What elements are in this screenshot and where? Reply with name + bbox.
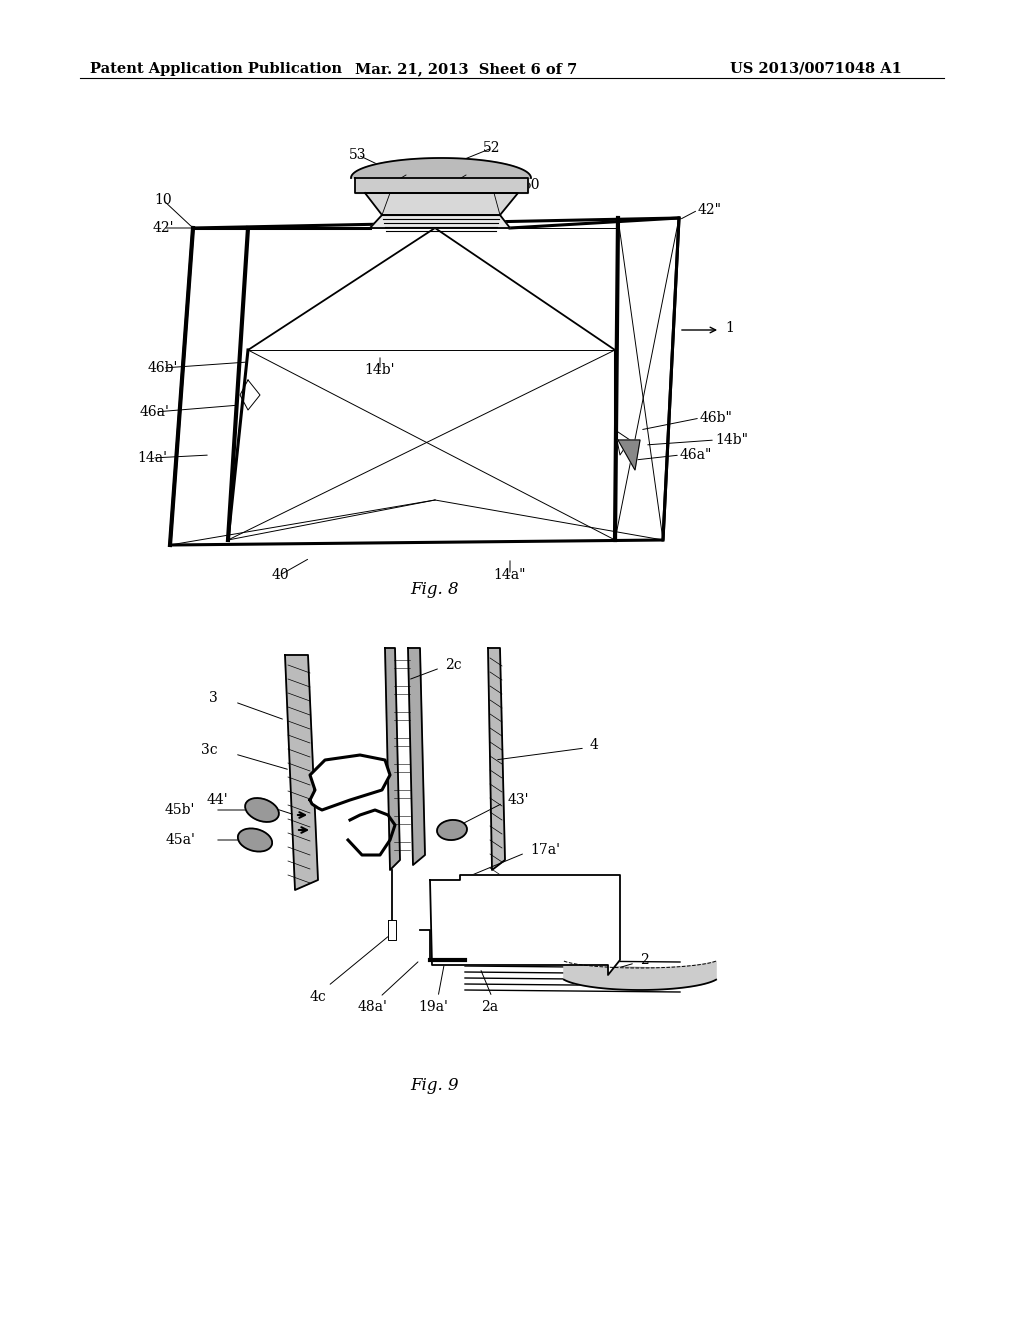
Text: 14b': 14b' <box>365 363 395 378</box>
Polygon shape <box>351 158 531 178</box>
Text: 45a': 45a' <box>165 833 195 847</box>
Text: 14a": 14a" <box>494 568 526 582</box>
Text: 2: 2 <box>640 953 649 968</box>
Text: 43': 43' <box>508 793 529 807</box>
Polygon shape <box>365 193 518 215</box>
Polygon shape <box>355 178 528 193</box>
Text: 14b": 14b" <box>715 433 748 447</box>
Text: 40: 40 <box>271 568 289 582</box>
Text: 46a": 46a" <box>680 447 713 462</box>
Text: Fig. 8: Fig. 8 <box>411 582 460 598</box>
Text: 14a': 14a' <box>137 451 167 465</box>
Polygon shape <box>488 648 505 870</box>
Text: 46b": 46b" <box>700 411 733 425</box>
Text: Mar. 21, 2013  Sheet 6 of 7: Mar. 21, 2013 Sheet 6 of 7 <box>355 62 578 77</box>
Ellipse shape <box>238 829 272 851</box>
Polygon shape <box>370 215 510 228</box>
Text: 3: 3 <box>209 690 218 705</box>
Polygon shape <box>618 440 640 470</box>
Text: 4: 4 <box>590 738 599 752</box>
Text: 19a': 19a' <box>418 1001 447 1014</box>
Text: 46a': 46a' <box>140 405 170 418</box>
Text: 45b': 45b' <box>165 803 195 817</box>
Text: 4c: 4c <box>309 990 327 1005</box>
Text: 53: 53 <box>349 148 367 162</box>
Text: 48a': 48a' <box>358 1001 388 1014</box>
Polygon shape <box>430 875 620 975</box>
Text: Fig. 9: Fig. 9 <box>411 1077 460 1093</box>
Text: 2a: 2a <box>481 1001 499 1014</box>
Text: 52: 52 <box>483 141 501 154</box>
Text: 50: 50 <box>523 178 541 191</box>
Ellipse shape <box>437 820 467 840</box>
Text: 10: 10 <box>155 193 172 207</box>
Polygon shape <box>310 755 390 810</box>
Text: 46b': 46b' <box>147 360 178 375</box>
Polygon shape <box>408 648 425 865</box>
Text: 44': 44' <box>207 793 228 807</box>
Text: 17a': 17a' <box>530 843 560 857</box>
Text: 1: 1 <box>725 321 734 335</box>
Text: 42": 42" <box>698 203 722 216</box>
Text: Patent Application Publication: Patent Application Publication <box>90 62 342 77</box>
Text: 42': 42' <box>153 220 174 235</box>
Polygon shape <box>564 961 716 990</box>
Polygon shape <box>385 648 400 870</box>
Ellipse shape <box>245 799 279 822</box>
Polygon shape <box>285 655 318 890</box>
Text: US 2013/0071048 A1: US 2013/0071048 A1 <box>730 62 902 77</box>
Text: 3c: 3c <box>202 743 218 756</box>
Text: 2c: 2c <box>445 657 462 672</box>
